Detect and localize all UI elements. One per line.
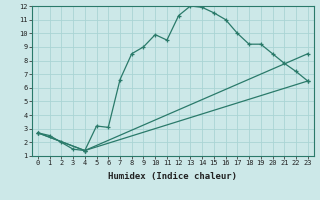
- X-axis label: Humidex (Indice chaleur): Humidex (Indice chaleur): [108, 172, 237, 181]
